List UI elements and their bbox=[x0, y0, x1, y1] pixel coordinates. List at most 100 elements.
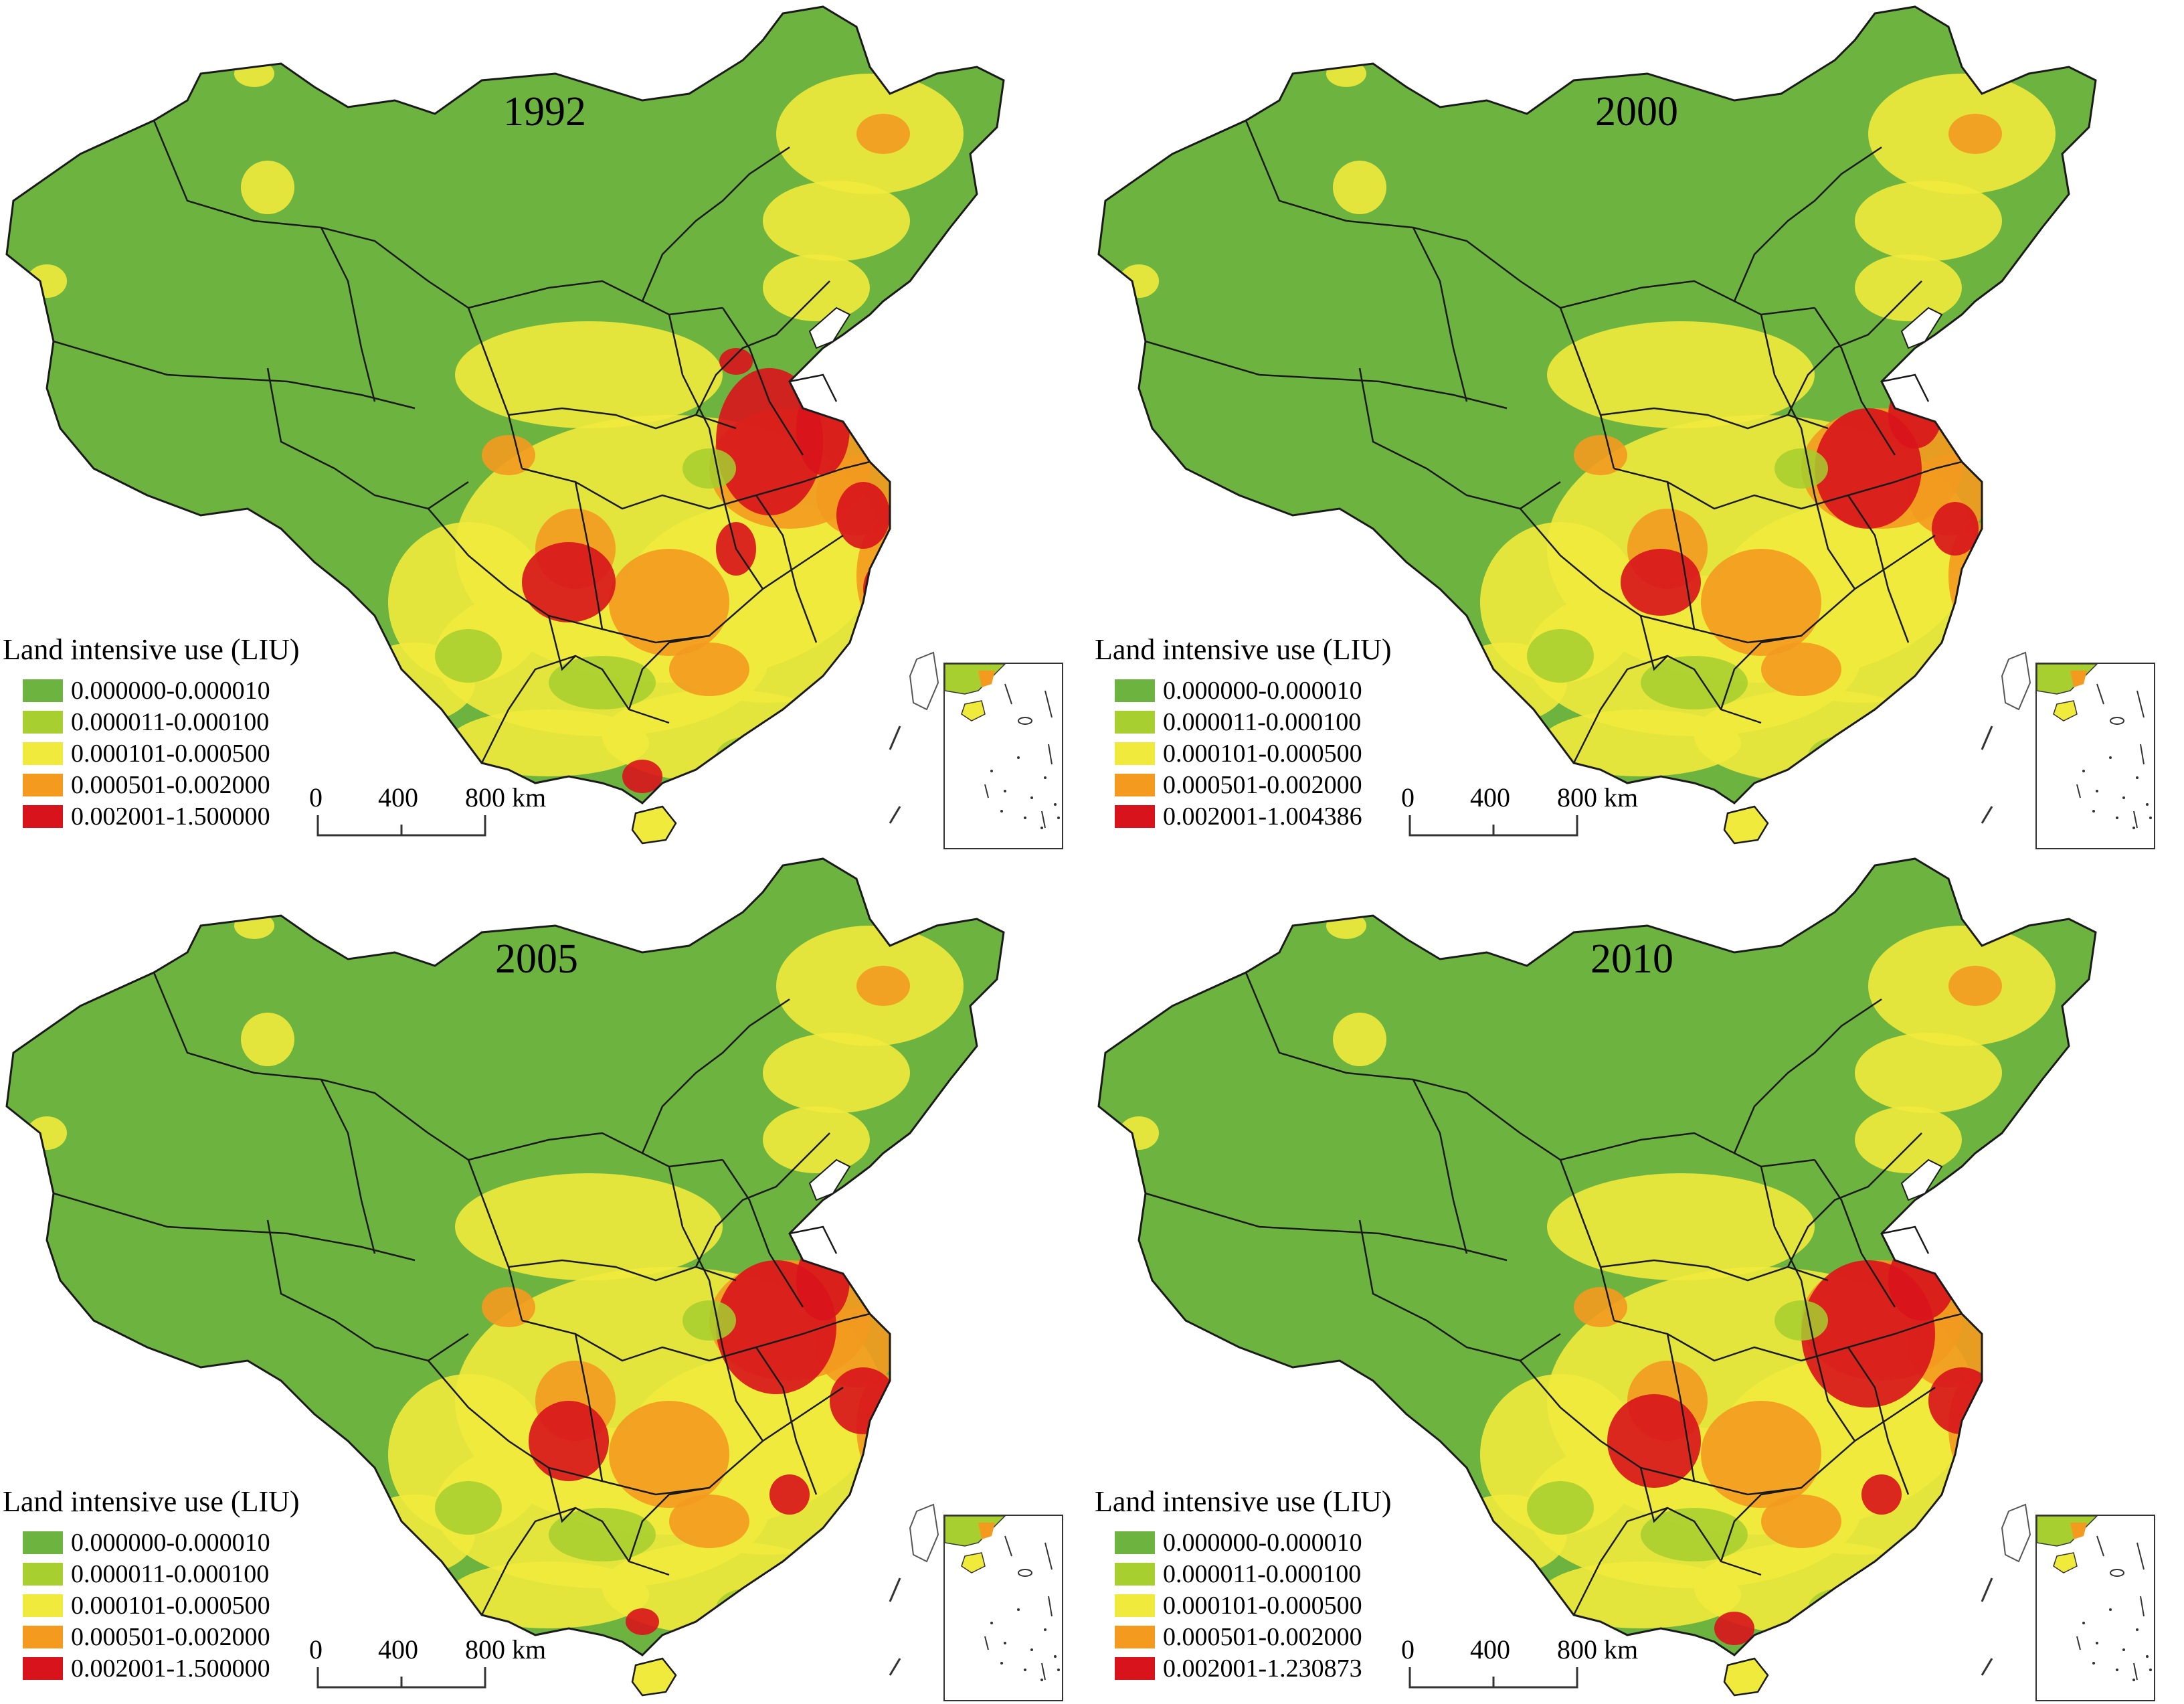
intensity-regions bbox=[1119, 912, 2056, 1645]
legend-swatch bbox=[23, 1625, 63, 1648]
legend: Land intensive use (LIU) 0.000000-0.00001… bbox=[3, 1484, 300, 1684]
liu-class-2-area bbox=[1527, 1481, 1594, 1535]
liu-class-5-area bbox=[796, 1240, 850, 1320]
liu-class-3-area bbox=[1855, 254, 1962, 321]
choropleth-map bbox=[5, 857, 1005, 1697]
scale-tick-label: 0 bbox=[309, 782, 323, 813]
boundary-dash bbox=[889, 1578, 901, 1602]
liu-class-3-area bbox=[1855, 181, 2002, 261]
legend-swatch bbox=[1115, 1562, 1155, 1586]
liu-class-2-area bbox=[1527, 629, 1594, 683]
liu-class-5-area bbox=[719, 348, 753, 375]
legend-item: 0.000000-0.000010 bbox=[1095, 675, 1392, 706]
liu-class-4-area bbox=[1701, 549, 1821, 656]
legend-swatch bbox=[1115, 1625, 1155, 1648]
liu-class-5-area bbox=[1815, 408, 1922, 529]
liu-class-2-area bbox=[1808, 1588, 1875, 1628]
liu-class-3-area bbox=[455, 1173, 723, 1280]
legend-item: 0.000000-0.000010 bbox=[3, 1527, 300, 1558]
intensity-regions bbox=[1119, 60, 2056, 783]
liu-class-4-area bbox=[790, 696, 843, 750]
liu-class-3-area bbox=[763, 254, 870, 321]
legend-swatch bbox=[1115, 710, 1155, 734]
liu-class-2-area bbox=[682, 1300, 736, 1341]
bohai-sea bbox=[808, 1159, 851, 1201]
liu-class-3-area bbox=[1480, 1374, 1641, 1535]
boundary-dash bbox=[889, 726, 901, 750]
liu-class-3-area bbox=[1855, 1033, 2002, 1113]
liu-class-5-area bbox=[867, 1414, 900, 1468]
liu-class-3-area bbox=[1333, 161, 1386, 214]
scale-bar: 0 400 800 km bbox=[309, 782, 546, 843]
liu-class-4-area bbox=[1701, 1401, 1821, 1508]
liu-class-5-area bbox=[1607, 1394, 1701, 1488]
inset-map bbox=[2037, 1516, 2152, 1681]
liu-class-3-area bbox=[448, 709, 649, 776]
liu-class-4-area bbox=[1882, 1548, 1935, 1602]
liu-class-4-area bbox=[856, 966, 910, 1006]
legend-item: 0.000501-0.002000 bbox=[3, 1621, 300, 1652]
legend-title: Land intensive use (LIU) bbox=[1095, 633, 1392, 666]
legend-swatch bbox=[23, 804, 63, 828]
legend-item-label: 0.000000-0.000010 bbox=[71, 1528, 270, 1557]
liu-class-5-area bbox=[1714, 1612, 1754, 1645]
map-panel-2005: 2005 Land intensive use (LIU) 0.000000-0.0… bbox=[0, 852, 1092, 1704]
liu-class-5-area bbox=[796, 381, 850, 475]
liu-class-5-area bbox=[716, 368, 823, 515]
liu-class-5-area bbox=[1621, 549, 1701, 616]
liu-class-5-area bbox=[1962, 562, 1989, 616]
legend-swatch bbox=[1115, 1656, 1155, 1680]
year-label: 2010 bbox=[1590, 936, 1673, 982]
year-label: 2005 bbox=[495, 936, 578, 982]
taiwan-island bbox=[909, 1503, 939, 1563]
legend-item-label: 0.002001-1.500000 bbox=[71, 1654, 270, 1683]
legend-item-label: 0.000501-0.002000 bbox=[1163, 770, 1362, 799]
liu-class-4-area bbox=[609, 549, 729, 656]
legend-swatch bbox=[23, 679, 63, 702]
legend-item-label: 0.000101-0.000500 bbox=[71, 1591, 270, 1620]
legend-swatch bbox=[1115, 773, 1155, 796]
hainan-island bbox=[1723, 1657, 1769, 1697]
legend-item-label: 0.000011-0.000100 bbox=[71, 1559, 270, 1588]
liu-class-5-area bbox=[622, 760, 662, 793]
legend-item: 0.002001-1.004386 bbox=[1095, 800, 1392, 832]
south-china-sea-inset bbox=[943, 663, 1063, 849]
liu-class-2-area bbox=[716, 1588, 783, 1628]
legend: Land intensive use (LIU) 0.000000-0.00001… bbox=[1095, 1484, 1392, 1684]
legend-item: 0.000101-0.000500 bbox=[3, 1590, 300, 1621]
bohai-sea bbox=[1900, 307, 1943, 349]
year-label: 1992 bbox=[503, 89, 586, 135]
liu-class-3-area bbox=[763, 1106, 870, 1173]
liu-class-3-area bbox=[1480, 522, 1641, 683]
taiwan-island bbox=[2001, 651, 2031, 711]
liu-class-2-area bbox=[682, 448, 736, 489]
liu-class-2-area bbox=[1808, 736, 1875, 776]
legend-swatch bbox=[23, 1531, 63, 1554]
liu-class-3-area bbox=[1333, 1013, 1386, 1066]
liu-class-3-area bbox=[1540, 709, 1741, 776]
scale-tick-label: 800 km bbox=[465, 782, 547, 813]
year-label: 2000 bbox=[1595, 89, 1678, 135]
south-china-sea-inset bbox=[943, 1515, 1063, 1701]
boundary-dash bbox=[889, 1658, 901, 1676]
hainan-island bbox=[631, 1657, 677, 1697]
legend-item-label: 0.000000-0.000010 bbox=[1163, 676, 1362, 705]
liu-class-5-area bbox=[1888, 1240, 1955, 1320]
liu-class-5-area bbox=[522, 542, 616, 622]
liu-class-3-area bbox=[388, 1374, 549, 1535]
legend-item: 0.002001-1.500000 bbox=[3, 800, 300, 832]
map-panel-1992: 1992 Land intensive use (LIU) 0.000000-0.0… bbox=[0, 0, 1092, 852]
legend-item-label: 0.000000-0.000010 bbox=[71, 676, 270, 705]
legend-swatch bbox=[23, 710, 63, 734]
liu-class-3-area bbox=[763, 1033, 910, 1113]
legend-item-label: 0.000101-0.000500 bbox=[1163, 739, 1362, 768]
liu-class-4-area bbox=[1761, 643, 1841, 696]
liu-class-3-area bbox=[455, 321, 723, 428]
liu-class-3-area bbox=[448, 1561, 649, 1628]
legend-item: 0.000000-0.000010 bbox=[3, 675, 300, 706]
choropleth-map bbox=[1097, 857, 2097, 1697]
liu-class-2-area bbox=[716, 736, 783, 776]
liu-class-3-area bbox=[1119, 264, 1159, 298]
legend-title: Land intensive use (LIU) bbox=[1095, 1485, 1392, 1518]
liu-class-3-area bbox=[763, 181, 910, 261]
